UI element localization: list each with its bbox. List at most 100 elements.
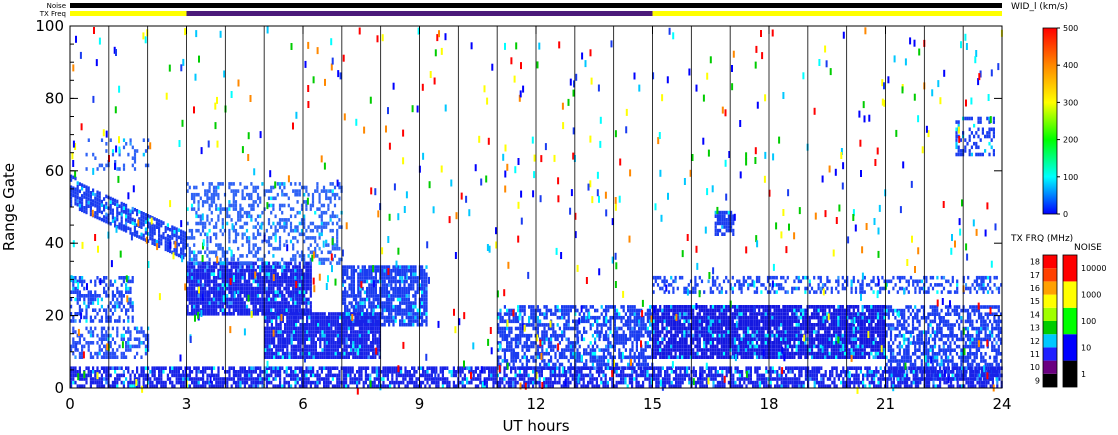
echo-cell <box>265 265 268 269</box>
echo-cell <box>547 326 550 331</box>
echo-cell <box>627 315 630 320</box>
echo-cell <box>388 312 391 316</box>
echo-cell <box>322 221 326 226</box>
echo-cell <box>281 265 284 269</box>
echo-cell <box>142 341 145 345</box>
echo-cell <box>635 362 638 367</box>
echo-cell <box>694 344 697 349</box>
echo-cell <box>624 355 627 360</box>
echo-cell <box>180 236 183 241</box>
echo-cell <box>718 312 721 316</box>
echo-cell <box>336 315 339 320</box>
echo-cell <box>325 351 328 356</box>
echo-cell <box>184 245 187 250</box>
echo-cell <box>122 206 125 210</box>
echo-cell <box>297 355 300 359</box>
echo-cell <box>676 333 679 338</box>
echo-cell <box>308 315 311 320</box>
echo-cell <box>239 279 242 284</box>
echo-cell <box>541 323 544 327</box>
echo-cell <box>672 312 675 316</box>
echo-cell <box>186 189 189 193</box>
echo-cell <box>769 344 772 349</box>
echo-cell <box>85 210 88 215</box>
echo-cell <box>755 333 759 338</box>
echo-cell <box>355 308 358 313</box>
echo-cell <box>228 268 231 273</box>
echo-cell <box>412 301 415 305</box>
echo-cell <box>336 351 339 356</box>
echo-cell <box>273 355 276 359</box>
echo-cell <box>510 330 513 334</box>
echo-cell <box>274 225 277 229</box>
echo-cell <box>607 326 610 331</box>
echo-cell <box>410 312 413 316</box>
echo-cell <box>343 330 346 334</box>
echo-cell <box>775 337 778 341</box>
echo-cell <box>740 341 743 345</box>
echo-cell <box>528 344 531 349</box>
echo-cell <box>336 228 339 233</box>
echo-cell <box>197 272 200 276</box>
echo-cell <box>323 319 326 323</box>
echo-cell <box>265 294 268 298</box>
echo-cell <box>74 187 77 192</box>
echo-cell <box>410 322 413 327</box>
echo-cell <box>83 297 86 302</box>
echo-cell <box>219 290 222 294</box>
echo-cell <box>270 236 273 240</box>
echo-cell <box>392 290 395 295</box>
echo-cell <box>147 326 150 331</box>
echo-cell <box>261 265 264 269</box>
echo-cell <box>85 312 88 316</box>
echo-cell <box>116 297 119 302</box>
echo-cell <box>696 323 699 327</box>
echo-cell <box>289 239 293 244</box>
echo-cell <box>591 348 594 352</box>
echo-cell <box>292 315 295 320</box>
echo-cell <box>815 351 818 356</box>
echo-cell <box>613 326 616 331</box>
echo-cell <box>125 344 128 349</box>
echo-cell <box>252 254 255 258</box>
echo-cell <box>642 359 645 363</box>
echo-cell <box>347 337 350 341</box>
echo-cell <box>72 351 75 356</box>
echo-cell <box>314 250 317 255</box>
echo-cell <box>600 355 603 360</box>
echo-cell <box>716 326 719 331</box>
echo-cell <box>700 305 704 309</box>
echo-cell <box>263 272 266 276</box>
echo-cell <box>784 330 787 334</box>
echo-cell <box>508 330 511 334</box>
echo-cell <box>341 351 344 356</box>
echo-cell <box>81 351 84 356</box>
echo-cell <box>738 337 741 341</box>
echo-cell <box>629 308 632 313</box>
echo-cell <box>263 308 266 312</box>
echo-cell <box>268 337 271 341</box>
echo-cell <box>164 240 167 244</box>
echo-cell <box>633 337 636 342</box>
echo-cell <box>654 351 657 356</box>
echo-cell <box>780 333 783 338</box>
echo-cell <box>368 272 371 277</box>
echo-cell <box>306 344 309 349</box>
echo-cell <box>372 319 375 323</box>
echo-cell <box>234 272 238 276</box>
echo-cell <box>665 326 668 331</box>
echo-cell <box>305 297 308 302</box>
echo-cell <box>149 236 152 241</box>
echo-cell <box>367 348 370 352</box>
echo-cell <box>277 312 280 316</box>
echo-cell <box>327 250 330 255</box>
echo-cell <box>793 333 796 338</box>
echo-cell <box>652 337 655 341</box>
echo-cell <box>204 290 207 294</box>
echo-cell <box>347 344 350 349</box>
echo-cell <box>396 265 399 269</box>
echo-cell <box>294 228 297 233</box>
echo-cell <box>780 337 783 341</box>
echo-cell <box>281 225 284 229</box>
echo-cell <box>241 236 244 240</box>
